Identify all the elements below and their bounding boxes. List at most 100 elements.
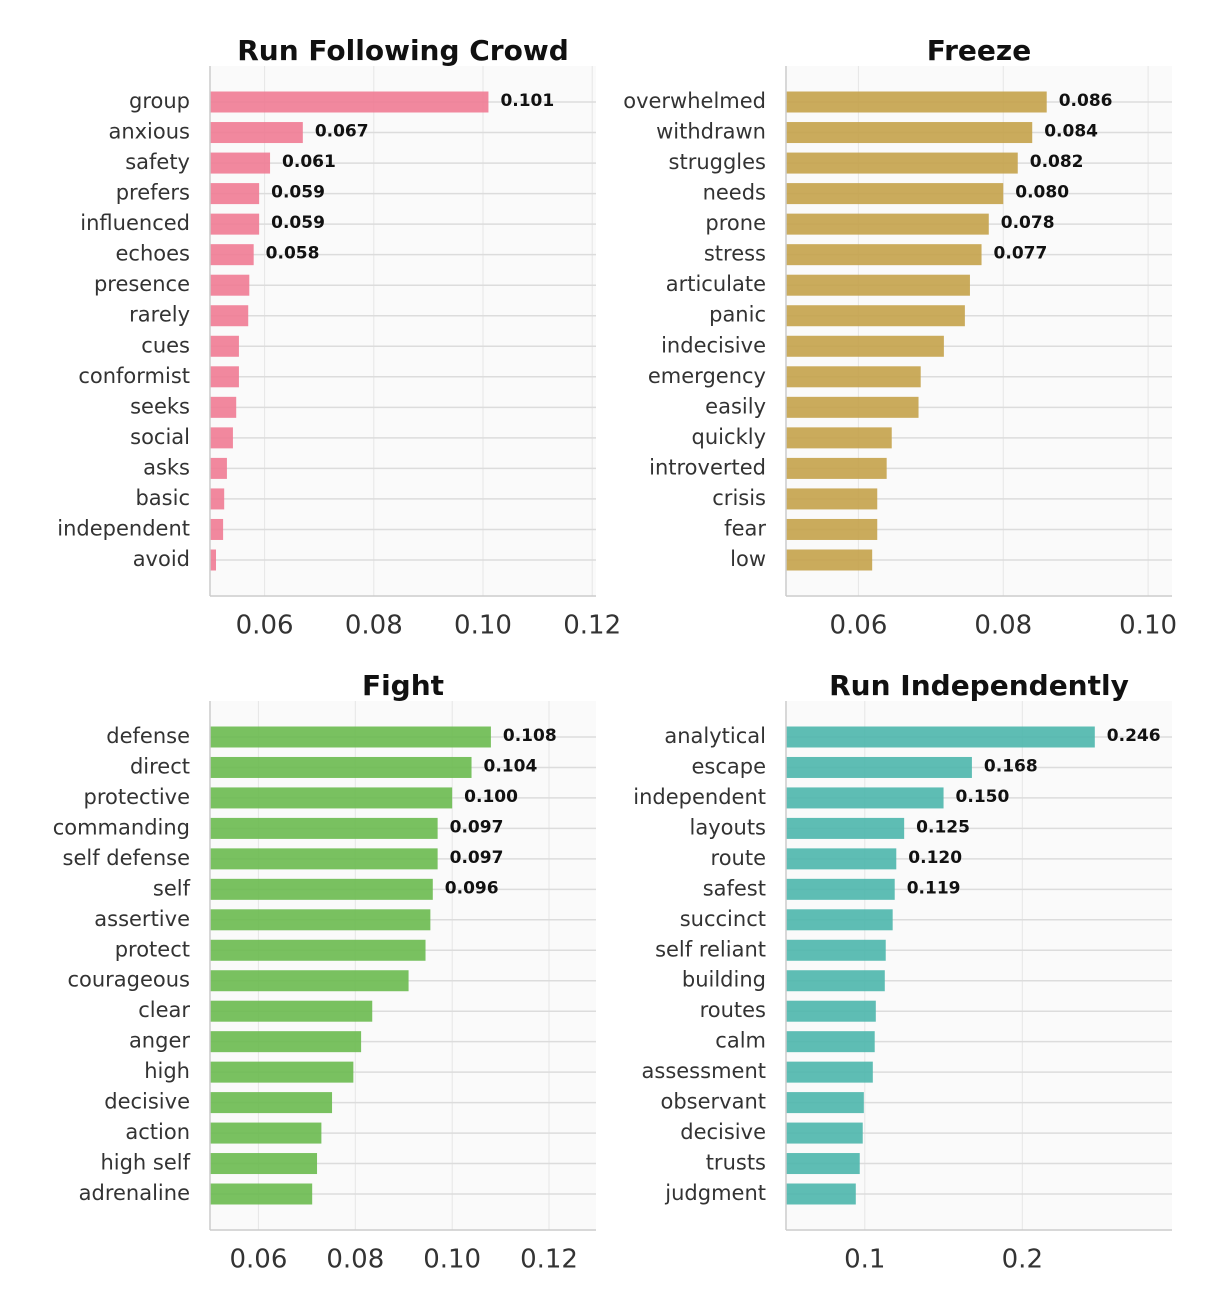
y-tick-label: adrenaline — [79, 1181, 190, 1205]
value-label: 0.097 — [450, 848, 504, 868]
value-label: 0.067 — [315, 122, 369, 142]
plot-background — [210, 701, 596, 1230]
bar — [786, 305, 965, 327]
y-tick-label: analytical — [664, 724, 766, 748]
y-tick-label: route — [711, 846, 766, 870]
bar — [786, 274, 970, 296]
value-label: 0.086 — [1059, 91, 1113, 111]
value-label: 0.108 — [503, 726, 557, 746]
chart-title: Run Following Crowd — [237, 34, 569, 67]
bar — [210, 366, 239, 388]
bar — [786, 122, 1033, 144]
value-label: 0.097 — [450, 817, 504, 837]
bar — [786, 817, 905, 839]
y-tick-label: succinct — [680, 907, 766, 931]
y-tick-label: observant — [660, 1090, 766, 1114]
bar — [786, 427, 892, 449]
y-tick-label: low — [730, 547, 766, 571]
bar — [210, 787, 453, 809]
bar — [210, 756, 472, 778]
value-label: 0.061 — [282, 152, 336, 172]
bar — [786, 909, 893, 931]
y-tick-label: safety — [125, 150, 190, 174]
bar — [786, 488, 878, 510]
value-label: 0.059 — [271, 213, 325, 233]
y-tick-label: struggles — [669, 150, 766, 174]
bar — [210, 1153, 318, 1175]
bar — [786, 518, 878, 540]
x-tick-label: 0.06 — [236, 611, 294, 641]
y-tick-label: easily — [705, 394, 766, 418]
bar — [210, 1183, 313, 1205]
plot-background — [210, 66, 596, 596]
bar — [786, 335, 944, 357]
bar — [210, 726, 491, 748]
value-label: 0.058 — [266, 244, 320, 264]
value-label: 0.168 — [984, 756, 1038, 776]
bar — [786, 366, 921, 388]
value-label: 0.101 — [500, 91, 554, 111]
y-tick-label: rarely — [129, 303, 190, 327]
value-label: 0.080 — [1015, 183, 1069, 203]
y-tick-label: group — [129, 89, 190, 113]
y-tick-label: prone — [705, 211, 766, 235]
y-tick-label: assertive — [94, 907, 190, 931]
y-tick-label: judgment — [664, 1181, 766, 1205]
value-label: 0.096 — [445, 878, 499, 898]
value-label: 0.120 — [908, 848, 962, 868]
x-tick-label: 0.12 — [563, 611, 621, 641]
bar — [210, 396, 237, 418]
y-tick-label: panic — [709, 303, 766, 327]
y-tick-label: protect — [115, 937, 190, 961]
bar — [210, 152, 271, 174]
y-tick-label: crisis — [712, 486, 766, 510]
bar — [786, 1153, 860, 1175]
bar — [786, 970, 885, 992]
bar — [786, 848, 897, 870]
bar — [210, 878, 433, 900]
y-tick-label: introverted — [649, 455, 766, 479]
bar — [210, 305, 249, 327]
y-tick-label: influenced — [80, 211, 190, 235]
y-tick-label: presence — [94, 272, 190, 296]
y-tick-label: prefers — [116, 181, 190, 205]
bar — [786, 244, 982, 266]
y-tick-label: anxious — [108, 120, 190, 144]
bar — [786, 396, 919, 418]
y-tick-label: decisive — [680, 1120, 766, 1144]
value-label: 0.077 — [994, 244, 1048, 264]
bar — [210, 244, 254, 266]
bar — [210, 335, 239, 357]
bar — [210, 817, 438, 839]
bar — [210, 1122, 322, 1144]
y-tick-label: basic — [135, 486, 190, 510]
value-label: 0.104 — [484, 756, 538, 776]
x-tick-label: 0.10 — [454, 611, 512, 641]
bar — [210, 91, 489, 113]
value-label: 0.119 — [907, 878, 961, 898]
x-tick-label: 0.08 — [974, 611, 1032, 641]
y-tick-label: overwhelmed — [623, 89, 766, 113]
y-tick-label: decisive — [104, 1090, 190, 1114]
x-tick-label: 0.1 — [844, 1245, 885, 1275]
value-label: 0.078 — [1001, 213, 1055, 233]
bar — [786, 939, 886, 961]
bar — [210, 1031, 362, 1053]
value-label: 0.246 — [1107, 726, 1161, 746]
y-tick-label: calm — [715, 1029, 766, 1053]
y-tick-label: routes — [700, 998, 766, 1022]
y-tick-label: layouts — [690, 815, 766, 839]
x-tick-label: 0.10 — [1119, 611, 1177, 641]
y-tick-label: self — [153, 876, 191, 900]
value-label: 0.082 — [1030, 152, 1084, 172]
y-tick-label: quickly — [692, 425, 766, 449]
value-label: 0.150 — [956, 787, 1010, 807]
bar — [210, 274, 250, 296]
value-label: 0.125 — [916, 817, 970, 837]
y-tick-label: courageous — [67, 968, 190, 992]
y-tick-label: building — [682, 968, 766, 992]
bar — [210, 213, 260, 235]
x-tick-label: 0.08 — [326, 1245, 384, 1275]
bar — [210, 939, 426, 961]
